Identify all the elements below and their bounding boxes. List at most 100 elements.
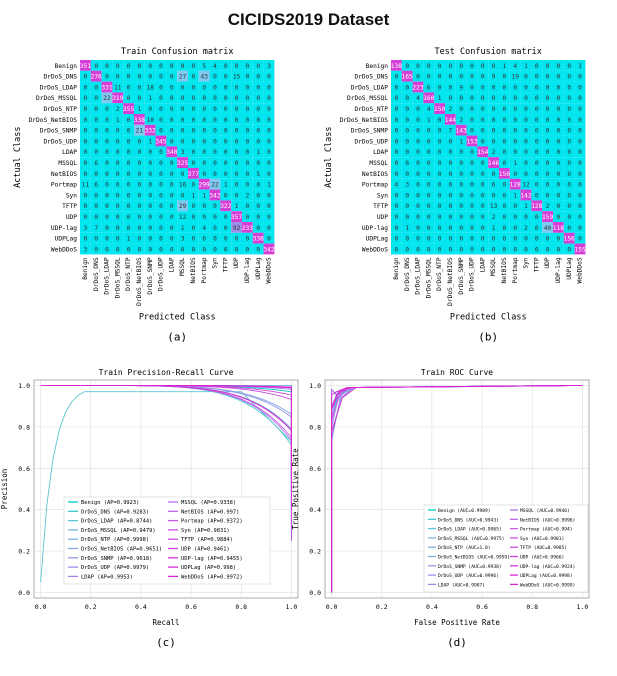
x-tick-label: 0.4 xyxy=(135,603,147,611)
matrix-cell xyxy=(466,81,478,93)
matrix-cell xyxy=(423,200,435,212)
matrix-cell xyxy=(231,232,242,244)
matrix-cell-value: 0 xyxy=(578,236,582,243)
matrix-cell xyxy=(401,135,413,147)
matrix-cell xyxy=(477,114,489,125)
matrix-cell-value: 0 xyxy=(267,138,271,145)
matrix-cell xyxy=(209,243,221,255)
matrix-cell-value: 0 xyxy=(94,192,98,199)
matrix-cell xyxy=(466,168,478,179)
matrix-cell xyxy=(434,81,445,93)
matrix-cell-value: 0 xyxy=(181,128,185,135)
matrix-cell xyxy=(112,178,124,190)
matrix-cell-value: 0 xyxy=(449,138,453,145)
legend-entry: TFTP (AUC=0.9985) xyxy=(520,545,567,551)
matrix-cell-value: 40 xyxy=(544,225,552,232)
legend-entry: DrDoS_DNS (AP=0.9283) xyxy=(81,509,149,515)
matrix-cell-value: 0 xyxy=(94,128,98,135)
matrix-cell-value: 0 xyxy=(513,214,517,221)
matrix-cell xyxy=(488,189,499,201)
matrix-cell-value: 0 xyxy=(170,128,174,135)
matrix-cell xyxy=(401,70,413,82)
matrix-cell-value: 0 xyxy=(94,106,98,113)
matrix-cell xyxy=(542,114,553,125)
matrix-cell xyxy=(144,211,156,222)
matrix-cell-value: 0 xyxy=(481,225,485,232)
matrix-cell xyxy=(198,200,210,212)
matrix-cell-value: 0 xyxy=(256,74,260,81)
matrix-cell-value: 0 xyxy=(535,246,539,253)
matrix-cell xyxy=(144,222,156,233)
matrix-cell-value: 0 xyxy=(246,106,250,113)
matrix-cell-value: 0 xyxy=(470,74,474,81)
matrix-cell xyxy=(531,70,543,82)
matrix-cell-value: 0 xyxy=(192,246,196,253)
matrix-cell-value: 0 xyxy=(159,214,163,221)
matrix-cell-value: 0 xyxy=(503,128,507,135)
matrix-cell-value: 0 xyxy=(170,84,174,91)
matrix-cell xyxy=(391,200,402,212)
matrix-cell xyxy=(542,70,553,82)
y-tick-label: Portmap xyxy=(362,182,388,189)
matrix-cell-value: 0 xyxy=(116,74,120,81)
matrix-cell xyxy=(198,157,210,168)
matrix-cell xyxy=(477,81,489,93)
matrix-title: Train Confusion matrix xyxy=(121,47,234,57)
matrix-cell-value: 0 xyxy=(503,203,507,210)
matrix-cell xyxy=(520,211,532,222)
matrix-cell-value: 0 xyxy=(557,74,561,81)
legend-entry: DrDoS_NTP (AP=0.9998) xyxy=(81,537,149,543)
matrix-cell-value: 146 xyxy=(488,160,499,167)
matrix-cell-value: 6 xyxy=(405,160,409,167)
matrix-cell xyxy=(231,178,242,190)
matrix-cell-value: 0 xyxy=(535,214,539,221)
x-tick-label: Syn xyxy=(212,257,219,268)
matrix-cell xyxy=(123,124,134,136)
matrix-cell xyxy=(220,178,232,190)
matrix-cell-value: 9 xyxy=(492,74,496,81)
matrix-cell-value: 0 xyxy=(84,95,88,102)
matrix-cell-value: 0 xyxy=(170,203,174,210)
matrix-cell xyxy=(80,124,91,136)
matrix-cell xyxy=(112,168,124,179)
matrix-cell-value: 0 xyxy=(127,182,131,189)
matrix-cell-value: 0 xyxy=(235,246,239,253)
matrix-cell-value: 0 xyxy=(524,95,528,102)
matrix-cell-value: 1 xyxy=(492,225,496,232)
y-tick-label: UDPLag xyxy=(55,236,78,243)
matrix-cell-value: 0 xyxy=(567,117,571,124)
matrix-cell xyxy=(401,243,413,255)
matrix-cell xyxy=(423,70,435,82)
matrix-cell xyxy=(412,243,424,255)
matrix-cell xyxy=(477,124,489,136)
matrix-cell-value: 0 xyxy=(246,171,250,178)
matrix-cell-value: 0 xyxy=(395,95,399,102)
matrix-cell-value: 0 xyxy=(470,214,474,221)
matrix-cell-value: 0 xyxy=(492,138,496,145)
matrix-cell xyxy=(542,60,553,71)
matrix-cell xyxy=(177,211,188,222)
matrix-cell-value: 0 xyxy=(557,182,561,189)
matrix-cell xyxy=(220,243,232,255)
matrix-cell xyxy=(477,178,489,190)
x-tick-label: UDP xyxy=(544,257,551,268)
matrix-cell-value: 142 xyxy=(520,192,531,199)
y-tick-label: UDP xyxy=(377,214,388,221)
x-tick-label: LDAP xyxy=(168,257,175,272)
y-tick-label: 0.0 xyxy=(309,589,321,597)
matrix-cell xyxy=(412,60,424,71)
matrix-cell-value: 0 xyxy=(449,160,453,167)
matrix-cell xyxy=(455,222,467,233)
matrix-cell xyxy=(209,178,221,190)
matrix-cell-value: 0 xyxy=(557,171,561,178)
matrix-cell-value: 4 xyxy=(202,225,206,232)
matrix-cell xyxy=(423,60,435,71)
matrix-cell-value: 0 xyxy=(84,171,88,178)
matrix-cell-value: 0 xyxy=(578,128,582,135)
matrix-cell xyxy=(488,81,499,93)
matrix-cell xyxy=(520,178,532,190)
matrix-cell xyxy=(209,222,221,233)
matrix-cell xyxy=(188,157,199,168)
matrix-cell-value: 0 xyxy=(557,95,561,102)
y-tick-label: 0.0 xyxy=(18,589,30,597)
